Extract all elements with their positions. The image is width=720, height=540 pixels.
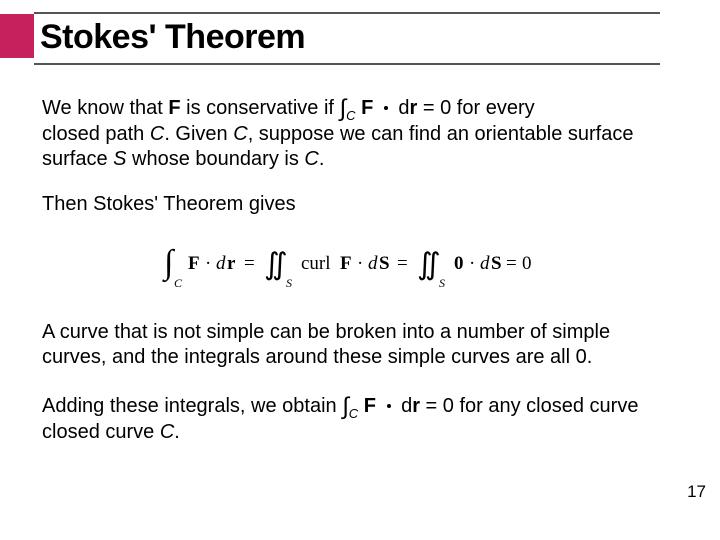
- symbol-C: C: [150, 123, 164, 145]
- integral-subscript: C: [349, 406, 358, 421]
- symbol-C: C: [160, 421, 174, 443]
- eq-final: 0: [522, 253, 532, 274]
- eq-d3: d: [480, 253, 490, 274]
- slide-body: We know that F is conservative if ∫C F d…: [42, 92, 670, 465]
- text: = 0 for any closed curve: [420, 395, 638, 417]
- symbol-F: F: [364, 395, 376, 417]
- dot-operator: [382, 399, 396, 413]
- eq-F2: F: [340, 253, 352, 274]
- slide-title: Stokes' Theorem: [40, 18, 305, 57]
- eq-F: F: [188, 253, 200, 274]
- eq-sub-c: C: [174, 276, 183, 290]
- text: We know that: [42, 97, 168, 119]
- text: surface: [42, 148, 113, 170]
- integral-sign: ∫: [342, 393, 349, 420]
- eq-sub-s2: S: [439, 276, 445, 290]
- text: whose boundary is: [127, 148, 305, 170]
- paragraph-2: Then Stokes' Theorem gives: [42, 192, 670, 217]
- eq-S2: S: [491, 253, 502, 274]
- text: is conservative if: [181, 97, 340, 119]
- equation-display: ∫ C F · d r = ∬ S curl F · d S = ∬ S 0 ·…: [42, 237, 670, 298]
- text: closed curve: [42, 421, 160, 443]
- paragraph-3: A curve that is not simple can be broken…: [42, 320, 670, 370]
- symbol-S: S: [113, 148, 126, 170]
- eq-d2: d: [368, 253, 378, 274]
- eq-iint2: ∬: [417, 248, 441, 281]
- eq-dot3: ·: [469, 253, 475, 274]
- text: .: [319, 148, 325, 170]
- symbol-r: r: [412, 395, 420, 417]
- paragraph-4: Adding these integrals, we obtain ∫C F d…: [42, 390, 670, 445]
- header-rule-bottom: [34, 63, 660, 65]
- text: .: [174, 421, 180, 443]
- eq-zero: 0: [454, 253, 464, 274]
- header-rule-top: [34, 12, 660, 14]
- text: = 0 for every: [417, 97, 534, 119]
- text: closed path: [42, 123, 150, 145]
- slide-header: Stokes' Theorem: [0, 0, 720, 78]
- dot-operator: [379, 101, 393, 115]
- integral-subscript: C: [346, 108, 355, 123]
- eq-dot2: ·: [357, 253, 363, 274]
- symbol-F: F: [168, 97, 180, 119]
- eq-curl: curl: [301, 253, 331, 274]
- eq-S: S: [379, 253, 390, 274]
- page-number: 17: [687, 482, 706, 502]
- text: Adding these integrals, we obtain: [42, 395, 342, 417]
- eq-eq2: =: [397, 253, 408, 274]
- symbol-d: d: [401, 395, 412, 417]
- text: , suppose we can find an orientable surf…: [248, 123, 634, 145]
- stokes-equation: ∫ C F · d r = ∬ S curl F · d S = ∬ S 0 ·…: [156, 237, 556, 291]
- symbol-F: F: [361, 97, 373, 119]
- symbol-d: d: [398, 97, 409, 119]
- eq-dot: ·: [205, 253, 211, 274]
- eq-d: d: [216, 253, 226, 274]
- paragraph-1: We know that F is conservative if ∫C F d…: [42, 92, 670, 172]
- accent-block: [0, 14, 34, 58]
- text: . Given: [164, 123, 233, 145]
- eq-eq3: =: [506, 253, 517, 274]
- eq-r: r: [227, 253, 236, 274]
- eq-iint1: ∬: [264, 248, 288, 281]
- eq-eq1: =: [244, 253, 255, 274]
- symbol-C: C: [304, 148, 318, 170]
- eq-sub-s1: S: [286, 276, 292, 290]
- symbol-C: C: [233, 123, 247, 145]
